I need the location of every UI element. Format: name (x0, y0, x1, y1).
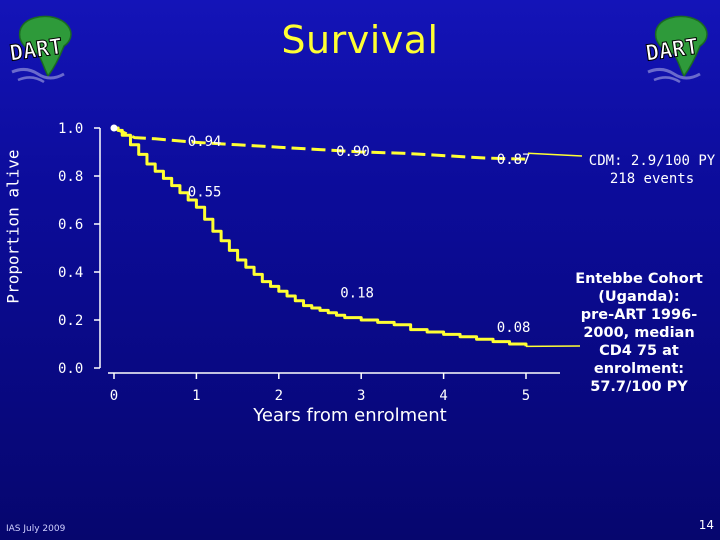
page-number: 14 (698, 518, 714, 532)
y-tick-label: 1.0 (58, 121, 83, 137)
data-label: 0.55 (188, 185, 222, 201)
y-tick-label: 0.4 (58, 265, 83, 281)
cdm-note-line1: CDM: 2.9/100 PY (588, 153, 716, 169)
start-point (110, 124, 118, 132)
data-label: 0.08 (497, 320, 531, 336)
entebbe-note-line: (Uganda): (598, 289, 680, 305)
y-tick-label: 0.6 (58, 217, 83, 233)
y-tick-label: 0.8 (58, 169, 83, 185)
slide-title: Survival (281, 18, 439, 62)
data-label: 0.87 (497, 152, 531, 168)
entebbe-note-line: 57.7/100 PY (590, 379, 688, 395)
africa-shape-icon (18, 15, 72, 78)
entebbe-survival-line (114, 126, 528, 347)
dart-logo-right: DART (644, 15, 708, 84)
entebbe-note-line: Entebbe Cohort (575, 271, 703, 287)
x-tick-label: 3 (357, 388, 365, 404)
data-label: 0.18 (340, 285, 374, 301)
data-label: 0.94 (188, 134, 222, 150)
cdm-note-line2: 218 events (609, 171, 695, 187)
entebbe-note: Entebbe Cohort (Uganda): pre-ART 1996- 2… (560, 270, 718, 396)
footer-conference: IAS July 2009 (6, 524, 66, 534)
x-tick-label: 5 (522, 388, 530, 404)
africa-shape-icon (654, 15, 708, 78)
entebbe-note-line: pre-ART 1996- (580, 307, 698, 323)
logo-text: DART (8, 35, 64, 67)
x-axis-label: Years from enrolment (253, 405, 447, 426)
cdm-survival-line (113, 126, 527, 161)
y-tick-label: 0.0 (58, 361, 83, 377)
entebbe-note-line: CD4 75 at (599, 343, 679, 359)
x-tick-label: 4 (439, 388, 447, 404)
x-tick-label: 1 (192, 388, 200, 404)
y-tick-label: 0.2 (58, 313, 83, 329)
entebbe-note-line: enrolment: (593, 361, 685, 377)
cdm-note: CDM: 2.9/100 PY 218 events (586, 152, 718, 188)
x-tick-label: 0 (110, 388, 118, 404)
x-tick-label: 2 (275, 388, 283, 404)
data-label: 0.90 (336, 144, 370, 160)
dart-logo-left: DART (8, 15, 72, 84)
entebbe-note-line: 2000, median (583, 325, 695, 341)
cdm-note-connector (527, 152, 583, 157)
